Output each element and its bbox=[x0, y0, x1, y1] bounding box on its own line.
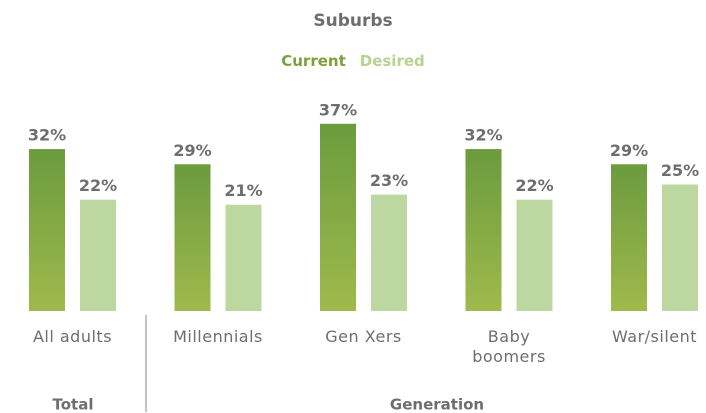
bar bbox=[29, 149, 65, 311]
x-tick-label: All adults bbox=[32, 327, 113, 346]
data-label: 32% bbox=[28, 126, 66, 145]
data-label: 29% bbox=[173, 141, 211, 160]
bar bbox=[516, 199, 553, 311]
data-label: 23% bbox=[370, 171, 408, 190]
bar bbox=[225, 204, 262, 311]
legend: Current Desired bbox=[281, 52, 425, 70]
bar bbox=[320, 123, 356, 311]
data-label: 32% bbox=[464, 126, 502, 145]
data-label: 29% bbox=[610, 141, 648, 160]
x-tick-label: Millennials bbox=[173, 327, 263, 346]
bar bbox=[371, 194, 407, 311]
data-label: 22% bbox=[515, 176, 553, 195]
chart-title: Suburbs bbox=[313, 11, 392, 31]
x-tick-label: Gen Xers bbox=[325, 327, 402, 346]
group-label: Generation bbox=[390, 396, 484, 413]
data-label: 22% bbox=[79, 176, 117, 195]
bar bbox=[465, 149, 502, 311]
x-tick-label: Baby boomers bbox=[472, 327, 546, 366]
bar bbox=[80, 199, 116, 311]
bar bbox=[174, 164, 211, 311]
group-label: Total bbox=[53, 396, 94, 413]
legend-entry: Current bbox=[281, 52, 346, 70]
legend-entry: Desired bbox=[360, 52, 425, 70]
x-tick-label: War/silent bbox=[611, 327, 698, 346]
data-label: 25% bbox=[661, 161, 699, 180]
bar bbox=[662, 184, 698, 311]
bar bbox=[611, 164, 647, 311]
data-label: 37% bbox=[319, 100, 357, 119]
data-label: 21% bbox=[224, 181, 262, 200]
